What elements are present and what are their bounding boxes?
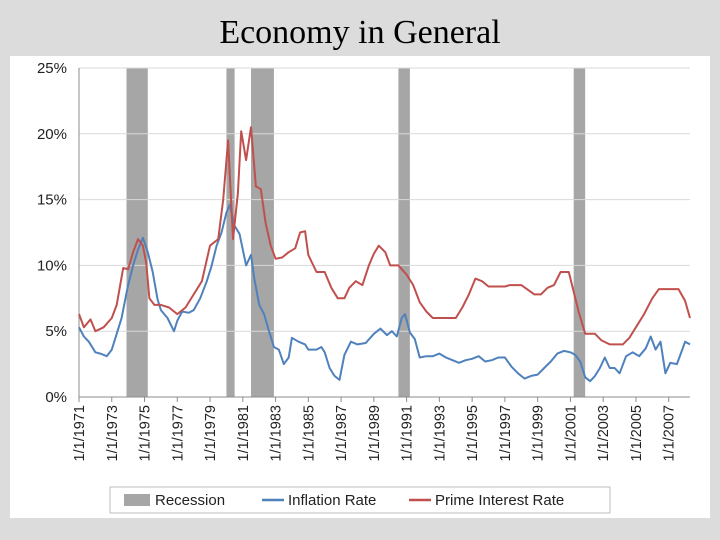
x-tick-label: 1/1/1993 bbox=[432, 405, 448, 461]
y-tick-label: 5% bbox=[45, 323, 67, 340]
legend-box bbox=[109, 486, 611, 514]
series-inflation-rate bbox=[78, 203, 691, 383]
y-tick-label: 20% bbox=[37, 126, 67, 143]
x-tick-label: 1/1/1977 bbox=[170, 405, 186, 461]
x-tick-label: 1/1/1975 bbox=[138, 405, 154, 461]
x-tick-label: 1/1/1987 bbox=[334, 405, 350, 461]
legend-label-recession: Recession bbox=[155, 492, 225, 509]
recession-band-5 bbox=[573, 68, 586, 397]
x-tick-label: 1/1/2005 bbox=[629, 405, 645, 461]
x-tick-label: 1/1/2001 bbox=[563, 405, 579, 461]
y-tick-label: 15% bbox=[37, 192, 67, 209]
y-tick-label: 0% bbox=[45, 389, 67, 406]
x-tick-label: 1/1/2003 bbox=[596, 405, 612, 461]
x-tick-label: 1/1/2007 bbox=[662, 405, 678, 461]
series-prime-interest-rate bbox=[78, 126, 691, 346]
legend-label-inflation-rate: Inflation Rate bbox=[288, 492, 376, 509]
x-tick-label: 1/1/1997 bbox=[498, 405, 514, 461]
x-tick-label: 1/1/1989 bbox=[367, 405, 383, 461]
x-tick-label: 1/1/1991 bbox=[400, 405, 416, 461]
y-tick-label: 25% bbox=[37, 60, 67, 77]
recession-band-3 bbox=[250, 68, 274, 397]
x-tick-label: 1/1/1981 bbox=[236, 405, 252, 461]
legend-swatch-recession bbox=[124, 494, 150, 506]
recession-band-1 bbox=[126, 68, 148, 397]
x-tick-label: 1/1/1985 bbox=[301, 405, 317, 461]
x-tick-label: 1/1/1979 bbox=[203, 405, 219, 461]
x-tick-label: 1/1/1995 bbox=[465, 405, 481, 461]
x-tick-label: 1/1/1973 bbox=[105, 405, 121, 461]
x-tick-label: 1/1/1999 bbox=[531, 405, 547, 461]
legend-label-prime-interest-rate: Prime Interest Rate bbox=[435, 492, 564, 509]
x-tick-label: 1/1/1983 bbox=[269, 405, 285, 461]
y-tick-label: 10% bbox=[37, 257, 67, 274]
recession-band-4 bbox=[398, 68, 410, 397]
recession-band-2 bbox=[226, 68, 235, 397]
slide-title: Economy in General bbox=[219, 14, 501, 51]
x-tick-label: 1/1/1971 bbox=[72, 405, 88, 461]
